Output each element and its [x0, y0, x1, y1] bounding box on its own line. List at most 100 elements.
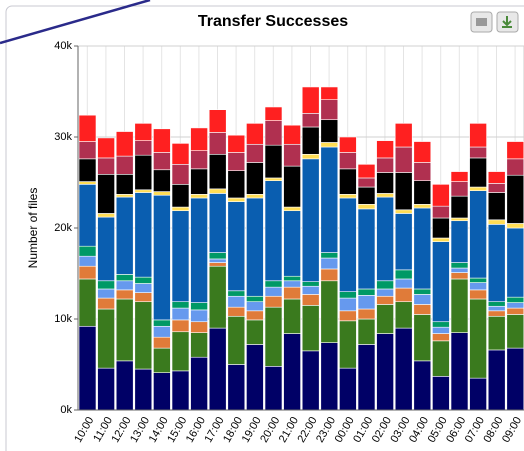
bar-segment: [171, 143, 190, 165]
bar-segment: [97, 280, 115, 290]
bar-segment: [134, 140, 153, 156]
bar-segment: [357, 344, 376, 411]
bar-segment: [357, 208, 376, 290]
bar-segment: [376, 157, 394, 173]
bar-segment: [153, 325, 171, 338]
bar-segment: [320, 99, 339, 121]
bar-segment: [357, 186, 376, 205]
bar-segment: [394, 301, 413, 329]
bar-segment: [264, 306, 283, 367]
bar-segment: [469, 190, 487, 279]
bar-segment: [115, 289, 134, 300]
bar-segment: [469, 289, 487, 300]
bar-segment: [357, 177, 376, 188]
bar-segment: [227, 197, 246, 202]
y-tick-label: 40k: [54, 40, 72, 52]
bar-segment: [394, 123, 413, 148]
bar-segment: [339, 310, 357, 322]
bar-segment: [246, 123, 264, 145]
bar-segment: [97, 174, 115, 214]
bar-segment: [264, 366, 283, 411]
bar-segment: [283, 275, 301, 282]
bar-segment: [301, 285, 320, 295]
bar-segment: [190, 150, 208, 170]
bar-segment: [227, 201, 246, 292]
bar-segment: [469, 298, 487, 379]
chart-title: Transfer Successes: [198, 13, 348, 30]
bar-segment: [320, 142, 339, 148]
bar-segment: [208, 262, 227, 267]
bar-segment: [450, 278, 469, 333]
bar-segment: [246, 344, 264, 411]
bar-segment: [394, 172, 413, 211]
bar-segment: [487, 183, 506, 193]
bar-segment: [357, 204, 376, 210]
bar-segment: [190, 197, 208, 303]
bar-segment: [283, 210, 301, 277]
bar-segment: [246, 301, 264, 312]
bar-segment: [208, 132, 227, 155]
bar-segment: [506, 347, 524, 411]
bar-segment: [227, 306, 246, 317]
bar-segment: [506, 141, 524, 160]
bar-segment: [339, 168, 357, 195]
print-icon: [476, 18, 487, 26]
bar-segment: [339, 136, 357, 153]
bar-segment: [208, 188, 227, 194]
bar-segment: [339, 367, 357, 411]
bar-segment: [153, 169, 171, 192]
bar-segment: [246, 194, 264, 199]
decor-line: [0, 0, 151, 45]
bar-segment: [339, 197, 357, 293]
bar-segment: [469, 123, 487, 148]
bar-segment: [190, 194, 208, 199]
bar-segment: [506, 174, 524, 224]
bar-segment: [469, 186, 487, 191]
bar-segment: [413, 288, 432, 295]
bar-segment: [171, 331, 190, 372]
bar-segment: [283, 124, 301, 145]
bar-segment: [432, 333, 450, 342]
bar-segment: [264, 295, 283, 308]
bar-segment: [227, 170, 246, 199]
y-tick-label: 20k: [54, 222, 72, 234]
bar-segment: [506, 307, 524, 315]
bar-segment: [97, 288, 115, 299]
bar-segment: [78, 184, 97, 247]
bar-segment: [78, 245, 97, 257]
bar-segment: [190, 332, 208, 358]
bar-segment: [78, 181, 97, 185]
bar-segment: [115, 194, 134, 198]
bar-segment: [208, 265, 227, 329]
bar-segment: [376, 196, 394, 282]
bar-segment: [97, 308, 115, 369]
bar-segment: [227, 290, 246, 297]
bar-segment: [413, 304, 432, 315]
bar-segment: [506, 223, 524, 229]
bar-segment: [469, 277, 487, 283]
bar-segment: [134, 154, 153, 191]
bar-segment: [246, 319, 264, 345]
bar-segment: [97, 367, 115, 411]
bar-segment: [469, 146, 487, 159]
bar-segment: [339, 297, 357, 312]
bar-segment: [432, 217, 450, 239]
bar-segment: [394, 213, 413, 271]
y-tick-label: 0k: [60, 404, 72, 416]
bar-segment: [78, 278, 97, 327]
bar-segment: [320, 342, 339, 411]
bar-segment: [432, 326, 450, 334]
bar-segment: [376, 333, 394, 411]
bar-segment: [376, 280, 394, 290]
bar-segment: [227, 134, 246, 153]
bar-segment: [171, 307, 190, 321]
bar-segment: [413, 294, 432, 305]
bar-segment: [190, 309, 208, 323]
bar-segment: [171, 370, 190, 411]
bar-segment: [153, 128, 171, 153]
bar-segment: [115, 280, 134, 291]
bar-segment: [190, 168, 208, 195]
bar-segment: [171, 184, 190, 208]
download-icon: [502, 16, 512, 28]
